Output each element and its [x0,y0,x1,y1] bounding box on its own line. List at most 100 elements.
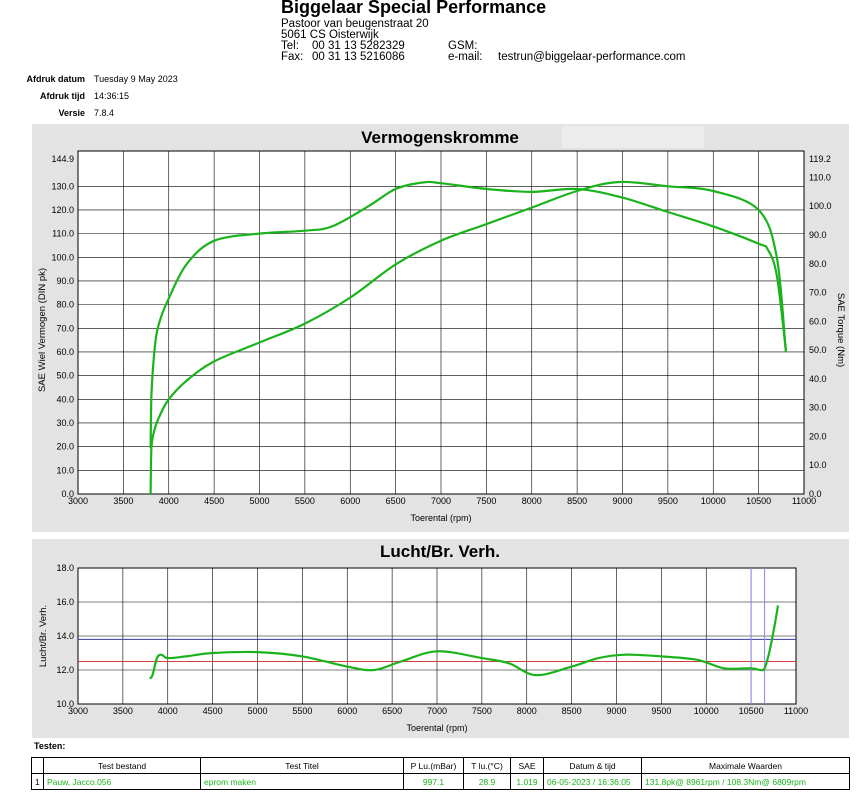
y-tick-label: 120.0 [51,205,74,215]
table-row[interactable]: 1 Pauw, Jacco.056 eprom maken 997.1 28.9… [31,773,850,790]
power-title-box [562,126,704,148]
col-pressure: P Lu.(mBar) [403,757,464,774]
afr-x-axis-label: Toerental (rpm) [406,723,467,733]
y-tick-label: 30.0 [56,418,74,428]
print-time-value: 14:36:15 [94,91,130,101]
y-tick-label: 50.0 [56,371,74,381]
y2-tick-label: 10.0 [809,460,827,470]
power-series [149,180,787,495]
y-tick-label: 10.0 [56,465,74,475]
afr-series [148,605,780,680]
power-x-ticks: 3000 3500 4000 4500 5000 5500 6000 6500 7000 7500… [68,496,816,506]
y2-tick-label: 80.0 [809,259,827,269]
x-tick-label: 8000 [522,496,542,506]
power-y-axis-label: SAE Wiel Vermogen (DIN pk) [37,268,48,392]
x-tick-label: 10500 [746,496,771,506]
col-test-title: Test Titel [200,757,404,774]
afr-y-axis-label: Lucht/Br. Verh. [38,605,49,667]
y-tick-label: 10.0 [56,699,74,709]
afr-reference-lines [78,568,796,704]
x-tick-label: 5500 [295,496,315,506]
email-value: testrun@biggelaar-performance.com [498,51,686,63]
row-test-file: Pauw, Jacco.056 [43,773,201,790]
company-name: Biggelaar Special Performance [281,0,547,17]
x-tick-label: 3500 [113,706,133,716]
x-tick-label: 9500 [658,496,678,506]
x-tick-label: 6000 [337,706,357,716]
y-tick-label: 20.0 [56,442,74,452]
afr-y-ticks: 10.0 12.0 14.0 16.0 18.0 [56,563,74,709]
x-tick-label: 10500 [739,706,764,716]
y2-tick-label: 60.0 [809,316,827,326]
y2-tick-label: 50.0 [809,345,827,355]
y2-tick-label: 100.0 [809,201,832,211]
address-street: Pastoor van beugenstraat 20 [281,18,429,30]
tel-label: Tel: [281,40,299,52]
x-tick-label: 4000 [159,496,179,506]
x-tick-label: 8500 [562,706,582,716]
x-tick-label: 7000 [427,706,447,716]
x-tick-label: 7500 [472,706,492,716]
fax-label: Fax: [281,51,304,63]
row-temperature: 28.9 [463,773,511,790]
p-series-line-1 [149,180,787,449]
x-tick-label: 7500 [476,496,496,506]
y2-tick-label: 0.0 [809,489,822,499]
y2-tick-label: 70.0 [809,288,827,298]
x-tick-label: 4000 [158,706,178,716]
x-tick-label: 10000 [701,496,726,506]
tests-table: Test bestand Test Titel P Lu.(mBar) T lu… [31,757,850,790]
x-tick-label: 9000 [606,706,626,716]
a-series-line-0 [148,605,780,680]
tests-header-row: Test bestand Test Titel P Lu.(mBar) T lu… [31,757,850,774]
row-index: 1 [31,773,44,790]
y2-tick-label: 30.0 [809,403,827,413]
col-max-values: Maximale Waarden [641,757,850,774]
y2-tick-label: 110.0 [809,172,831,182]
power-chart-title: Vermogenskromme [361,128,519,147]
y-tick-label: 100.0 [51,252,74,262]
row-datetime: 06-05-2023 / 16:36:05 [543,773,642,790]
y-tick-label: 14.0 [56,631,74,641]
y-tick-label: 80.0 [56,300,74,310]
power-grid [78,151,804,494]
afr-grid [78,568,796,704]
x-tick-label: 5000 [249,496,269,506]
x-tick-label: 8500 [567,496,587,506]
p-series-line-0 [149,180,787,495]
y2-tick-label: 90.0 [809,230,827,240]
row-sae: 1.019 [510,773,544,790]
x-tick-label: 11000 [784,706,808,716]
col-sae: SAE [510,757,544,774]
x-tick-label: 4500 [203,706,223,716]
y2-tick-label: 40.0 [809,374,827,384]
x-tick-label: 10000 [694,706,719,716]
power-y-ticks: 0.0 10.0 20.0 30.0 40.0 50.0 60.0 70.0 80.0 90.0 1… [51,181,74,499]
x-tick-label: 5500 [292,706,312,716]
y-tick-label: 12.0 [56,665,74,675]
tests-section-label: Testen: [34,741,66,751]
x-tick-label: 3000 [68,496,88,506]
col-temperature: T lu.(°C) [463,757,511,774]
power-y2-ticks: 0.0 10.0 20.0 30.0 40.0 50.0 60.0 70.0 80.0 90.0 1… [809,172,832,499]
y-tick-label: 60.0 [56,347,74,357]
version-value: 7.8.4 [94,108,115,118]
x-tick-label: 3500 [113,496,133,506]
x-tick-label: 6500 [382,706,402,716]
y-tick-label: 130.0 [51,181,74,191]
y-tick-label: 110.0 [52,229,74,239]
print-date-value: Tuesday 9 May 2023 [94,74,178,84]
col-index [31,757,44,774]
x-tick-label: 4500 [204,496,224,506]
tel-value: 00 31 13 5282329 [312,40,405,52]
address-city: 5061 CS Oisterwijk [281,29,379,41]
y-tick-label: 70.0 [56,323,74,333]
x-tick-label: 7000 [431,496,451,506]
x-tick-label: 9000 [612,496,632,506]
power-y2-axis-label: SAE Torque (Nm) [835,293,846,367]
col-datetime: Datum & tijd [543,757,642,774]
x-tick-label: 11000 [792,496,816,506]
power-x-axis-label: Toerental (rpm) [410,513,471,523]
x-tick-label: 5000 [247,706,267,716]
